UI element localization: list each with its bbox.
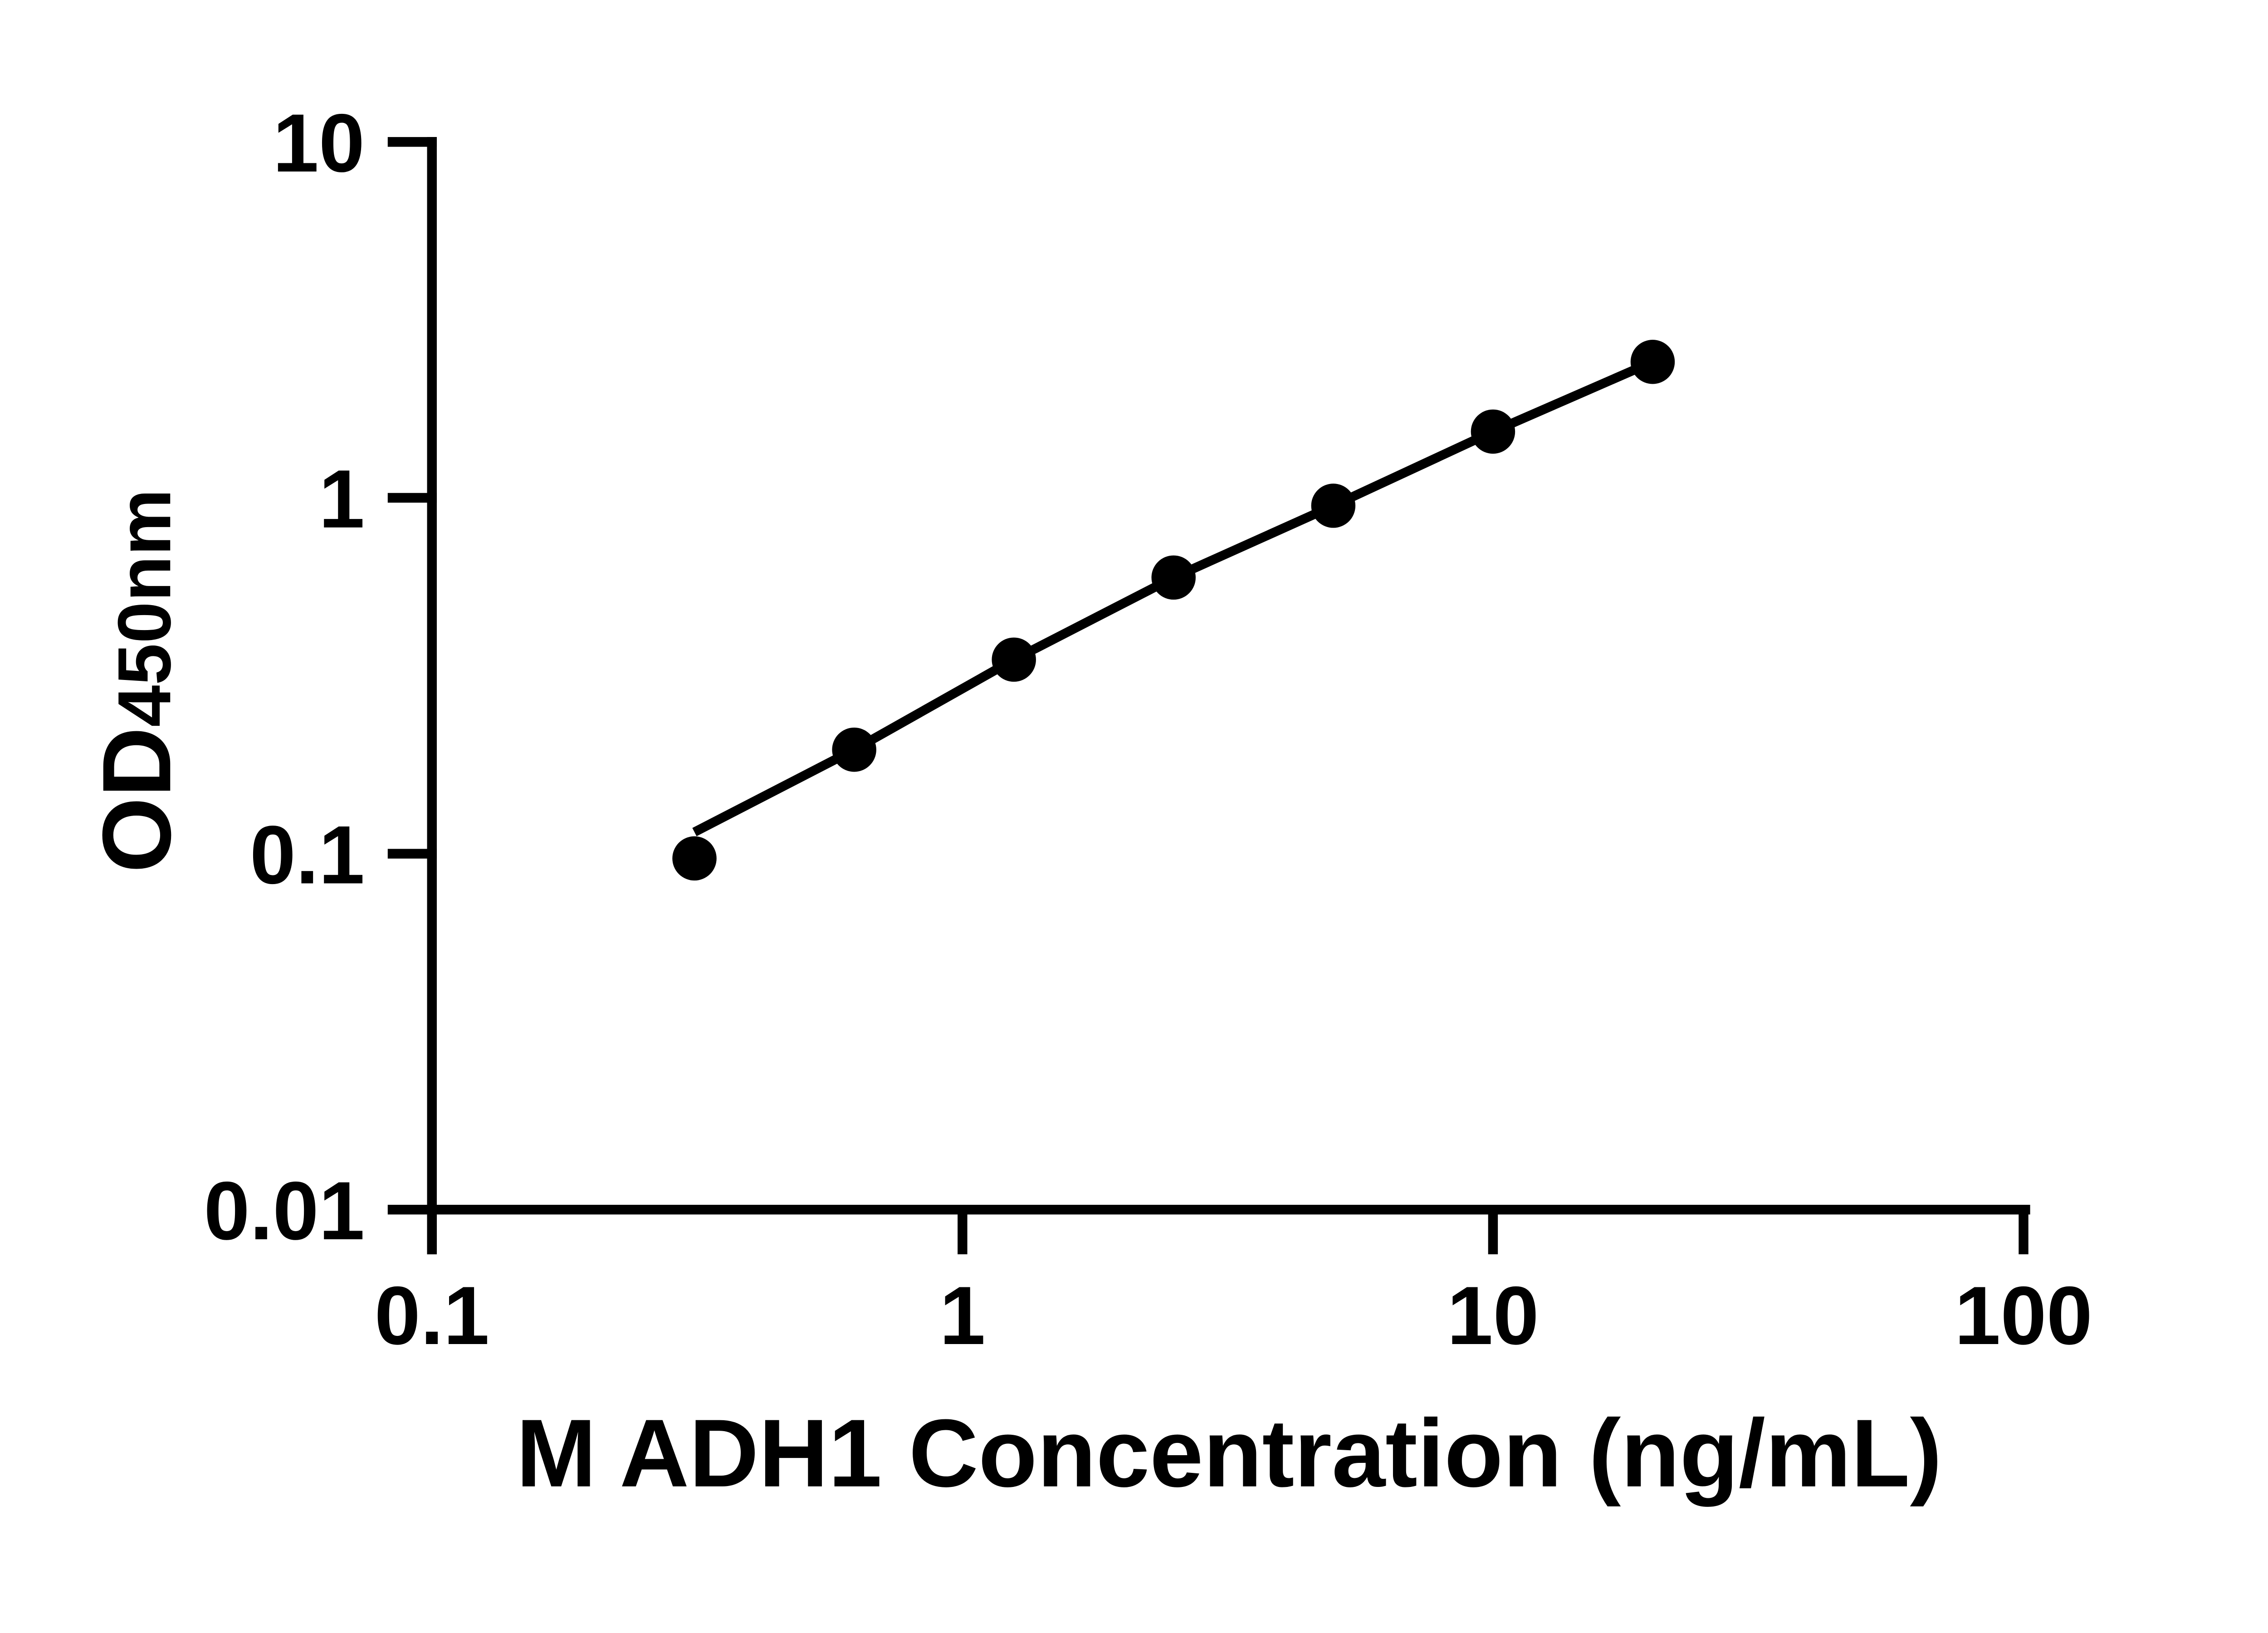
data-point — [992, 637, 1036, 682]
x-axis-tick-labels: 0.1 1 10 100 — [375, 1269, 2092, 1362]
x-tick-label: 100 — [1955, 1269, 2092, 1362]
y-tick-label: 1 — [319, 453, 365, 545]
y-axis-title: OD450nm — [83, 489, 191, 873]
data-points — [672, 340, 1675, 881]
y-axis-title-main: OD — [83, 727, 191, 873]
x-axis-title: M ADH1 Concentration (ng/mL) — [516, 1400, 1942, 1507]
data-point — [1311, 484, 1356, 528]
x-tick-label: 0.1 — [375, 1269, 489, 1362]
data-point — [832, 727, 876, 772]
y-tick-label: 10 — [273, 97, 365, 189]
y-axis-title-sub: 450nm — [103, 489, 186, 727]
data-point — [1471, 409, 1515, 454]
y-tick-label: 0.01 — [204, 1164, 365, 1257]
y-axis-ticks — [387, 137, 437, 1215]
y-tick-label: 0.1 — [250, 808, 365, 901]
y-axis-tick-labels: 0.01 0.1 1 10 — [204, 97, 365, 1257]
data-point — [1630, 340, 1675, 384]
data-point — [1151, 555, 1196, 600]
data-series — [672, 340, 1675, 881]
x-tick-label: 1 — [939, 1269, 985, 1362]
x-axis-ticks — [427, 1204, 2028, 1255]
x-tick-label: 10 — [1447, 1269, 1539, 1362]
data-point — [672, 836, 717, 881]
elisa-standard-curve-figure: 0.01 0.1 1 10 0.1 1 10 100 M ADH1 Concentratio… — [83, 97, 2093, 1507]
